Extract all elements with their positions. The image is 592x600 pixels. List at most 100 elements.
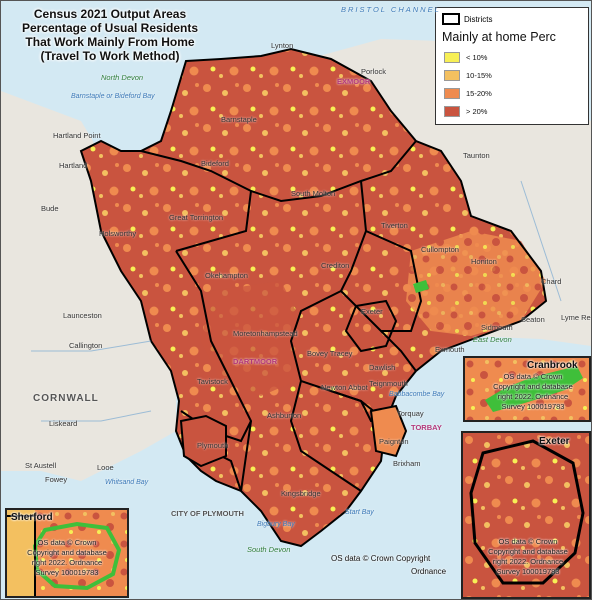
inset-cranbrook-copyright: OS data © Crown Copyright and database r… xyxy=(481,372,585,412)
legend-heading: Mainly at home Perc xyxy=(442,30,556,44)
label-lynton: Lynton xyxy=(271,41,294,50)
label-okehampton: Okehampton xyxy=(205,271,248,280)
legend-class-label: 15-20% xyxy=(466,89,492,98)
label-city-of-plymouth: CITY OF PLYMOUTH xyxy=(171,509,244,518)
label-great-torrington: Great Torrington xyxy=(169,213,224,222)
inset-copy-line: OS data © Crown xyxy=(503,372,563,381)
legend-class-row: < 10% xyxy=(444,52,487,63)
inset-sherford-title: Sherford xyxy=(11,512,53,523)
legend-swatch-10-15 xyxy=(444,70,460,81)
title-line-2: Percentage of Usual Residents xyxy=(21,21,199,35)
label-exeter: Exeter xyxy=(361,307,383,316)
label-south-devon: South Devon xyxy=(247,545,291,554)
label-barnstaple: Barnstaple xyxy=(221,115,257,124)
inset-exeter-map xyxy=(463,433,589,597)
label-porlock: Porlock xyxy=(361,67,387,76)
roads xyxy=(31,180,562,422)
label-east-devon: East Devon xyxy=(473,335,512,344)
inset-sherford-map xyxy=(7,510,127,596)
label-taunton: Taunton xyxy=(463,151,490,160)
inset-copy-line: OS data © Crown xyxy=(498,537,558,546)
label-launceston: Launceston xyxy=(63,311,102,320)
label-bude: Bude xyxy=(41,204,59,213)
label-honiton: Honiton xyxy=(471,257,497,266)
inset-copy-line: Copyright and database xyxy=(488,547,568,556)
label-bigbury-bay: Bigbury Bay xyxy=(257,521,295,528)
land-cornwall xyxy=(1,91,176,481)
label-moretonhampstead: Moretonhampstead xyxy=(233,329,298,338)
torbay-district-outline[interactable] xyxy=(369,404,408,458)
title-line-1: Census 2021 Output Areas xyxy=(33,7,187,21)
east-devon-area xyxy=(406,231,546,336)
inset-copy-line: right 2022. Ordnance xyxy=(497,392,569,401)
inset-exeter[interactable]: Exeter OS data © Crown Copyright and dat… xyxy=(461,431,591,599)
legend-swatch-lt10 xyxy=(444,52,460,63)
label-hartland: Hartland xyxy=(59,161,88,170)
label-babbacombe-bay: Babbacombe Bay xyxy=(389,391,445,398)
label-south-molton: South Molton xyxy=(291,189,336,198)
legend-districts-label: Districts xyxy=(464,14,493,24)
label-teignmouth: Teignmouth xyxy=(369,379,408,388)
inset-exeter-title: Exeter xyxy=(539,436,570,447)
label-dawlish: Dawlish xyxy=(369,363,396,372)
label-sidmouth: Sidmouth xyxy=(481,323,513,332)
map-title: Census 2021 Output Areas Percentage of U… xyxy=(15,7,205,63)
legend-class-row: 15-20% xyxy=(444,88,492,99)
label-cornwall: CORNWALL xyxy=(33,393,99,404)
label-chard: Chard xyxy=(541,277,562,286)
label-looe: Looe xyxy=(97,463,114,472)
label-tiverton: Tiverton xyxy=(381,221,408,230)
label-north-devon: North Devon xyxy=(101,73,144,82)
inset-cranbrook[interactable]: Cranbrook OS data © Crown Copyright and … xyxy=(463,356,591,422)
label-exmoor: EXMOOR xyxy=(337,77,371,86)
plymouth-district-outline[interactable] xyxy=(179,414,227,468)
label-dartmoor: DARTMOOR xyxy=(233,357,278,366)
legend-swatch-15-20 xyxy=(444,88,460,99)
label-crediton: Crediton xyxy=(321,261,350,270)
inset-copy-line: OS data © Crown xyxy=(37,538,97,547)
legend-class-label: 10-15% xyxy=(466,71,492,80)
cranbrook-green-area xyxy=(413,280,429,293)
inset-sherford-copyright: OS data © Crown Copyright and database r… xyxy=(11,538,123,578)
legend-swatch-gt20 xyxy=(444,106,460,117)
map-copyright: OS data © Crown Copyright xyxy=(331,554,431,563)
title-line-4: (Travel To Work Method) xyxy=(40,49,180,63)
label-barnstaple-bay: Barnstaple or Bideford Bay xyxy=(71,93,155,100)
inset-sherford[interactable]: Sherford OS data © Crown Copyright and d… xyxy=(5,508,129,598)
label-newton-abbot: Newton Abbot xyxy=(321,383,368,392)
inset-exeter-copyright: OS data © Crown Copyright and database r… xyxy=(471,537,585,577)
label-whitsand-bay: Whitsand Bay xyxy=(105,479,149,486)
map-legend: Districts Mainly at home Perc < 10% 10-1… xyxy=(435,7,589,125)
label-fowey: Fowey xyxy=(45,475,68,484)
inset-cranbrook-map xyxy=(465,358,589,420)
label-kingsbridge: Kingsbridge xyxy=(281,489,321,498)
inset-copy-line: Copyright and database xyxy=(27,548,107,557)
inset-copy-line: Survey 100019783 xyxy=(496,567,560,576)
label-seaton: Seaton xyxy=(521,315,545,324)
label-paignton: Paignton xyxy=(379,437,409,446)
label-torquay: Torquay xyxy=(397,409,424,418)
label-torbay: TORBAY xyxy=(411,423,442,432)
inset-copy-line: Survey 100019783 xyxy=(35,568,99,577)
inset-copy-line: right 2022. Ordnance xyxy=(492,557,564,566)
legend-class-label: > 20% xyxy=(466,107,488,116)
label-bristol-channel: BRISTOL CHANNEL xyxy=(341,5,441,14)
district-outline-swatch xyxy=(442,13,460,25)
exeter-district-outline[interactable] xyxy=(344,299,398,353)
label-liskeard: Liskeard xyxy=(49,419,78,428)
map-copyright-ordnance: Ordnance xyxy=(411,567,447,576)
legend-class-row: 10-15% xyxy=(444,70,492,81)
label-brixham: Brixham xyxy=(393,459,421,468)
label-plymouth: Plymouth xyxy=(197,441,229,450)
inset-copy-line: Copyright and database xyxy=(493,382,573,391)
label-start-bay: Start Bay xyxy=(345,509,374,516)
label-cullompton: Cullompton xyxy=(421,245,459,254)
title-line-3: That Work Mainly From Home xyxy=(25,35,195,49)
legend-class-row: > 20% xyxy=(444,106,487,117)
inset-copy-line: Survey 100019783 xyxy=(501,402,565,411)
inset-cranbrook-title: Cranbrook xyxy=(527,360,578,371)
label-callington: Callington xyxy=(69,341,103,350)
legend-class-label: < 10% xyxy=(466,53,488,62)
dartmoor-area xyxy=(201,281,301,396)
